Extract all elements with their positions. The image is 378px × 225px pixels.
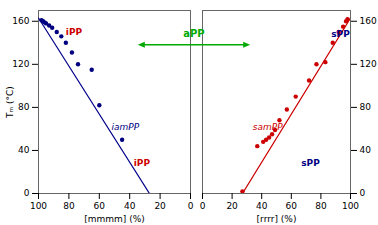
svg-text:40: 40	[360, 145, 372, 155]
svg-text:100: 100	[30, 201, 47, 211]
svg-text:0: 0	[188, 201, 194, 211]
svg-text:0: 0	[360, 188, 366, 198]
svg-text:iPP: iPP	[134, 158, 151, 168]
svg-text:sPP: sPP	[331, 29, 350, 39]
svg-text:80: 80	[360, 102, 372, 112]
svg-text:40: 40	[18, 145, 30, 155]
svg-text:Tₘ (°C): Tₘ (°C)	[5, 86, 15, 119]
svg-text:sPP: sPP	[301, 158, 320, 168]
svg-text:0: 0	[24, 188, 30, 198]
svg-text:20: 20	[226, 201, 238, 211]
svg-text:[rrrr] (%): [rrrr] (%)	[257, 214, 297, 224]
svg-text:120: 120	[360, 59, 377, 69]
svg-text:80: 80	[18, 102, 30, 112]
svg-text:160: 160	[12, 16, 29, 26]
svg-text:80: 80	[63, 201, 75, 211]
svg-text:120: 120	[12, 59, 29, 69]
svg-text:aPP: aPP	[183, 28, 204, 39]
svg-text:40: 40	[256, 201, 268, 211]
svg-text:100: 100	[342, 201, 359, 211]
svg-text:iamPP: iamPP	[111, 122, 139, 132]
svg-text:0: 0	[200, 201, 206, 211]
svg-text:80: 80	[315, 201, 327, 211]
svg-text:160: 160	[360, 16, 377, 26]
svg-text:samPP: samPP	[253, 122, 283, 132]
svg-text:60: 60	[94, 201, 106, 211]
svg-text:40: 40	[124, 201, 136, 211]
svg-text:iPP: iPP	[66, 27, 83, 37]
svg-text:[mmmm] (%): [mmmm] (%)	[84, 214, 145, 224]
svg-text:20: 20	[154, 201, 166, 211]
svg-text:60: 60	[286, 201, 298, 211]
